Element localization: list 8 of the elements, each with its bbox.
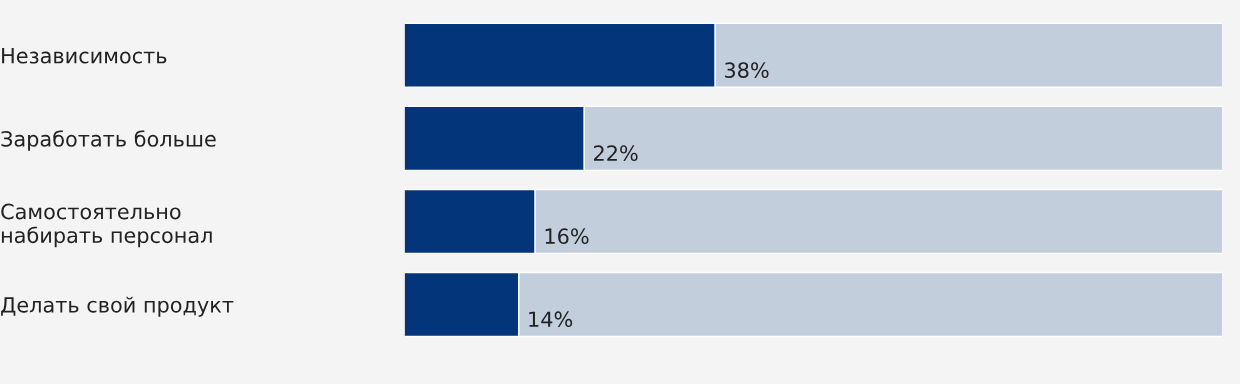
y-tick-label: Заработать больше [1,130,216,151]
y-tick-label: Делать свой продукт [1,296,234,317]
data-label: 16% [545,228,589,245]
data-label: 38% [725,62,769,78]
data-label: 14% [529,311,573,328]
y-tick-label: Самостоятельно набирать персонал [1,203,212,248]
y-tick-label: Независимость [2,48,167,64]
data-label: 22% [594,145,638,162]
